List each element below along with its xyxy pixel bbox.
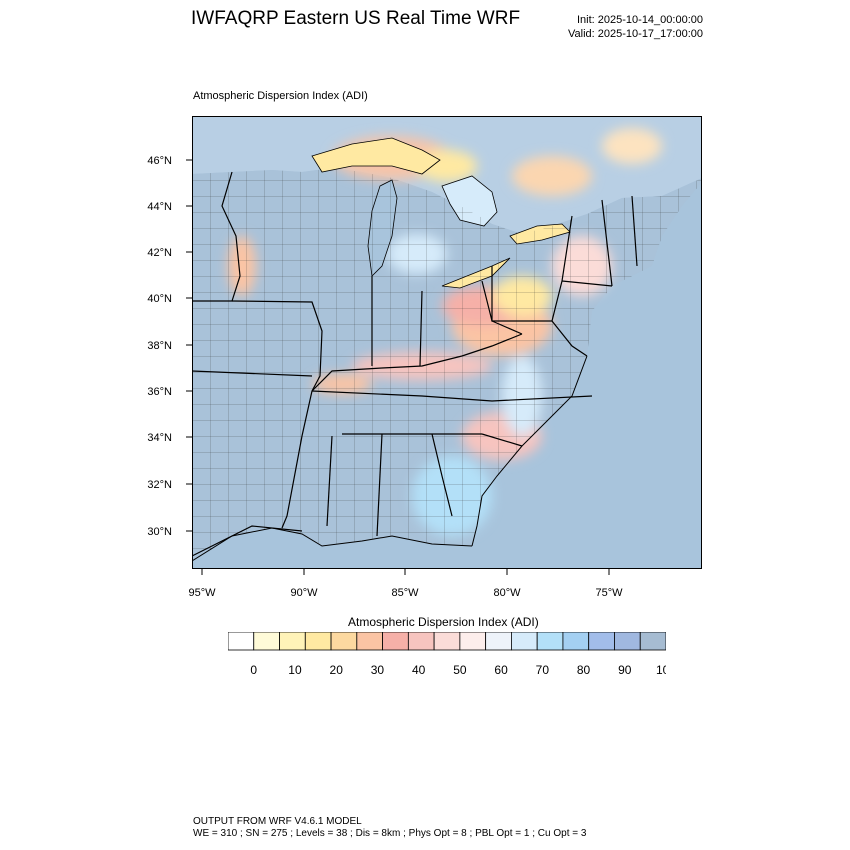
colorbar-box xyxy=(304,631,332,651)
colorbar-label: 60 xyxy=(494,663,508,677)
lon-label: 75°W xyxy=(595,587,623,599)
colorbar-label: 100 xyxy=(656,663,666,677)
colorbar-label: 70 xyxy=(536,663,550,677)
lon-label: 95°W xyxy=(188,587,216,599)
colorbar-svg: 0 10 20 30 40 50 60 70 80 90 100 xyxy=(227,631,676,677)
lat-label: 36°N xyxy=(147,386,172,398)
lat-label: 30°N xyxy=(147,526,172,538)
colorbar-box xyxy=(433,631,461,651)
lon-label: 85°W xyxy=(391,587,419,599)
colorbar-box xyxy=(485,631,512,651)
lon-axis: 95°W 90°W 85°W 80°W 75°W xyxy=(188,569,623,599)
colorbar-label: 20 xyxy=(330,663,344,677)
lat-label: 46°N xyxy=(147,155,172,167)
atlantic-coastline xyxy=(471,355,588,547)
lat-label: 32°N xyxy=(147,479,172,491)
adi-map xyxy=(192,116,702,569)
colorbar-box xyxy=(330,631,358,651)
colorbar: 0 10 20 30 40 50 60 70 80 90 100 xyxy=(227,631,676,678)
field-title: Atmospheric Dispersion Index (ADI) xyxy=(193,90,368,102)
colorbar-label: 10 xyxy=(288,663,302,677)
colorbar-box xyxy=(227,631,255,651)
colorbar-box xyxy=(279,631,306,651)
gulf-coastline xyxy=(192,527,473,562)
footer-line-1: OUTPUT FROM WRF V4.6.1 MODEL xyxy=(193,816,362,827)
colorbar-box xyxy=(588,631,615,651)
colorbar-labels: 0 10 20 30 40 50 60 70 80 90 100 xyxy=(250,663,676,677)
colorbar-box xyxy=(356,631,383,651)
colorbar-label: 90 xyxy=(618,663,632,677)
lat-label: 44°N xyxy=(147,201,172,213)
colorbar-label: 30 xyxy=(371,663,385,677)
lat-label: 42°N xyxy=(147,247,172,259)
lat-label: 34°N xyxy=(147,432,172,444)
colorbar-box xyxy=(382,631,409,651)
colorbar-box xyxy=(253,631,280,651)
time-info: Init: 2025-10-14_00:00:00 Valid: 2025-10… xyxy=(568,13,703,41)
lat-label: 38°N xyxy=(147,340,172,352)
colorbar-boxes xyxy=(227,631,667,651)
map-frame xyxy=(192,116,702,569)
lat-label: 40°N xyxy=(147,293,172,305)
lat-axis: 46°N 44°N 42°N 40°N 38°N 36°N 34°N 32°N … xyxy=(147,155,192,538)
model-footer: OUTPUT FROM WRF V4.6.1 MODEL WE = 310 ; … xyxy=(193,816,586,840)
chart-title: IWFAQRP Eastern US Real Time WRF xyxy=(191,8,521,29)
colorbar-label: 50 xyxy=(453,663,467,677)
state-boundaries xyxy=(192,171,638,557)
valid-time: Valid: 2025-10-17_17:00:00 xyxy=(568,28,703,40)
colorbar-box xyxy=(407,631,435,651)
county-boundaries xyxy=(192,168,702,561)
colorbar-box xyxy=(459,631,487,651)
colorbar-box xyxy=(511,631,538,651)
lon-label: 90°W xyxy=(290,587,318,599)
footer-line-2: WE = 310 ; SN = 275 ; Levels = 38 ; Dis … xyxy=(193,828,587,839)
colorbar-label: 80 xyxy=(577,663,591,677)
colorbar-box xyxy=(536,631,564,651)
colorbar-box xyxy=(614,631,641,651)
colorbar-box xyxy=(562,631,590,651)
init-time: Init: 2025-10-14_00:00:00 xyxy=(577,14,703,26)
colorbar-label: 40 xyxy=(412,663,426,677)
colorbar-title: Atmospheric Dispersion Index (ADI) xyxy=(348,615,539,629)
map-panel xyxy=(192,116,702,569)
lon-label: 80°W xyxy=(493,587,521,599)
colorbar-box xyxy=(639,631,667,651)
colorbar-label: 0 xyxy=(250,663,257,677)
